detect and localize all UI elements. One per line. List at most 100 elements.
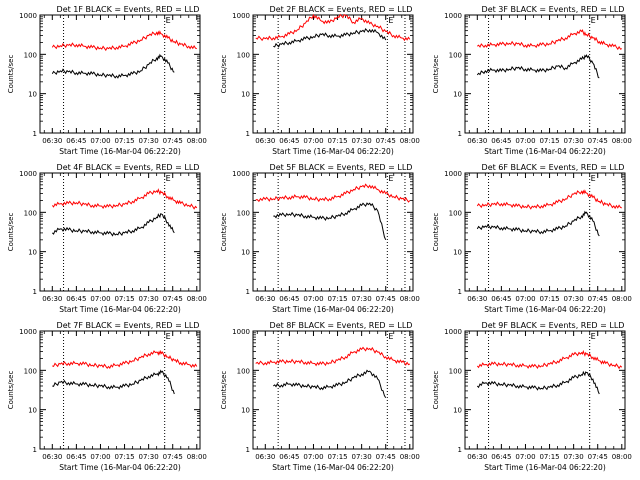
events-series-line — [272, 369, 387, 399]
events-series-line — [476, 54, 600, 79]
x-tick-label: 07:45 — [163, 453, 183, 461]
y-tick-label: 1000 — [19, 12, 37, 20]
plot-frame — [464, 330, 626, 450]
y-tick-label: 1000 — [444, 328, 462, 336]
x-tick-label: 07:45 — [376, 453, 396, 461]
x-tick-label: 07:45 — [163, 137, 183, 145]
y-axis-label: Counts/sec — [220, 213, 228, 252]
x-tick-label: 07:00 — [515, 137, 535, 145]
x-tick-label: 06:45 — [491, 453, 511, 461]
events-series-line — [273, 202, 387, 240]
y-tick-label: 10 — [453, 249, 462, 257]
time-marker-label: E — [388, 332, 393, 341]
x-tick-label: 07:15 — [114, 137, 134, 145]
x-tick-label: 06:45 — [66, 453, 86, 461]
x-tick-label: 06:45 — [491, 137, 511, 145]
panel-title: Det 2F BLACK = Events, RED = LLD — [270, 5, 413, 14]
plot-frame — [464, 172, 626, 292]
x-tick-label: 06:30 — [255, 137, 275, 145]
detector-panel: Det 7F BLACK = Events, RED = LLD Counts/s… — [7, 321, 207, 472]
detector-panel: Det 9F BLACK = Events, RED = LLD Counts/s… — [432, 321, 632, 472]
x-tick-label: 07:15 — [114, 295, 134, 303]
lld-series-line — [476, 189, 622, 210]
x-tick-label: 06:45 — [66, 295, 86, 303]
y-tick-label: 10 — [241, 407, 250, 415]
x-tick-label: 08:00 — [187, 137, 207, 145]
y-tick-label: 10 — [453, 91, 462, 99]
detector-panel: Det 6F BLACK = Events, RED = LLD Counts/s… — [432, 163, 632, 314]
x-tick-label: 07:45 — [588, 295, 608, 303]
x-axis-label: Start Time (16-Mar-04 06:22:20) — [59, 147, 181, 156]
y-tick-label: 10 — [241, 249, 250, 257]
x-tick-label: 06:45 — [279, 137, 299, 145]
panel-title: Det 3F BLACK = Events, RED = LLD — [482, 5, 625, 14]
y-tick-label: 100 — [24, 51, 37, 59]
x-tick-label: 08:00 — [612, 295, 632, 303]
time-marker-label: E — [388, 174, 393, 183]
y-tick-label: 1000 — [19, 170, 37, 178]
x-axis-label: Start Time (16-Mar-04 06:22:20) — [59, 305, 181, 314]
x-axis-label: Start Time (16-Mar-04 06:22:20) — [272, 463, 394, 472]
x-tick-label: 06:30 — [255, 453, 275, 461]
lld-series-line — [476, 349, 623, 370]
x-tick-label: 08:00 — [400, 453, 420, 461]
x-tick-label: 07:30 — [352, 137, 372, 145]
detector-panel: Det 1F BLACK = Events, RED = LLD Counts/s… — [7, 5, 207, 156]
x-tick-label: 06:45 — [491, 295, 511, 303]
x-tick-label: 06:30 — [467, 295, 487, 303]
x-tick-label: 07:45 — [376, 295, 396, 303]
time-marker-label: E — [166, 16, 171, 25]
x-axis-label: Start Time (16-Mar-04 06:22:20) — [484, 305, 606, 314]
x-tick-label: 07:00 — [303, 453, 323, 461]
x-tick-label: 07:30 — [564, 137, 584, 145]
x-axis-label: Start Time (16-Mar-04 06:22:20) — [484, 463, 606, 472]
x-tick-label: 06:30 — [255, 295, 275, 303]
plot-frame — [252, 172, 414, 292]
x-tick-label: 07:15 — [539, 295, 559, 303]
y-axis-label: Counts/sec — [220, 371, 228, 410]
y-tick-label: 1000 — [444, 12, 462, 20]
x-tick-label: 07:30 — [352, 295, 372, 303]
y-tick-label: 10 — [28, 249, 37, 257]
y-axis-label: Counts/sec — [220, 55, 228, 94]
time-marker-label: E — [166, 174, 171, 183]
plot-frame — [464, 14, 626, 134]
panel-title: Det 1F BLACK = Events, RED = LLD — [57, 5, 200, 14]
y-tick-label: 1 — [33, 446, 37, 454]
events-series-line — [52, 369, 175, 395]
detector-panel: Det 5F BLACK = Events, RED = LLD Counts/s… — [220, 163, 420, 314]
time-marker-label: E — [166, 332, 171, 341]
plot-frame — [39, 172, 201, 292]
panel-title: Det 8F BLACK = Events, RED = LLD — [270, 321, 413, 330]
y-tick-label: 1000 — [232, 170, 250, 178]
lld-series-line — [51, 188, 198, 210]
plot-frame — [252, 330, 414, 450]
lld-series-line — [51, 30, 197, 52]
lld-series-line — [255, 183, 411, 203]
time-marker-label: E — [591, 16, 596, 25]
time-marker-label: E — [591, 332, 596, 341]
events-series-line — [51, 213, 175, 237]
x-tick-label: 07:30 — [352, 453, 372, 461]
detector-panel: Det 4F BLACK = Events, RED = LLD Counts/s… — [7, 163, 207, 314]
y-tick-label: 1 — [246, 288, 250, 296]
y-tick-label: 1000 — [232, 12, 250, 20]
panel-title: Det 4F BLACK = Events, RED = LLD — [57, 163, 200, 172]
x-tick-label: 07:00 — [515, 453, 535, 461]
y-tick-label: 100 — [449, 51, 462, 59]
x-tick-label: 06:45 — [279, 453, 299, 461]
x-tick-label: 06:45 — [279, 295, 299, 303]
x-tick-label: 07:30 — [564, 453, 584, 461]
x-tick-label: 07:30 — [139, 295, 159, 303]
x-tick-label: 07:45 — [163, 295, 183, 303]
x-tick-label: 06:30 — [467, 137, 487, 145]
y-tick-label: 1 — [458, 130, 462, 138]
y-axis-label: Counts/sec — [432, 371, 440, 410]
x-tick-label: 06:30 — [42, 453, 62, 461]
y-axis-label: Counts/sec — [7, 213, 15, 252]
x-tick-label: 07:00 — [515, 295, 535, 303]
x-tick-label: 07:15 — [327, 453, 347, 461]
plot-frame — [39, 330, 201, 450]
panel-title: Det 7F BLACK = Events, RED = LLD — [57, 321, 200, 330]
